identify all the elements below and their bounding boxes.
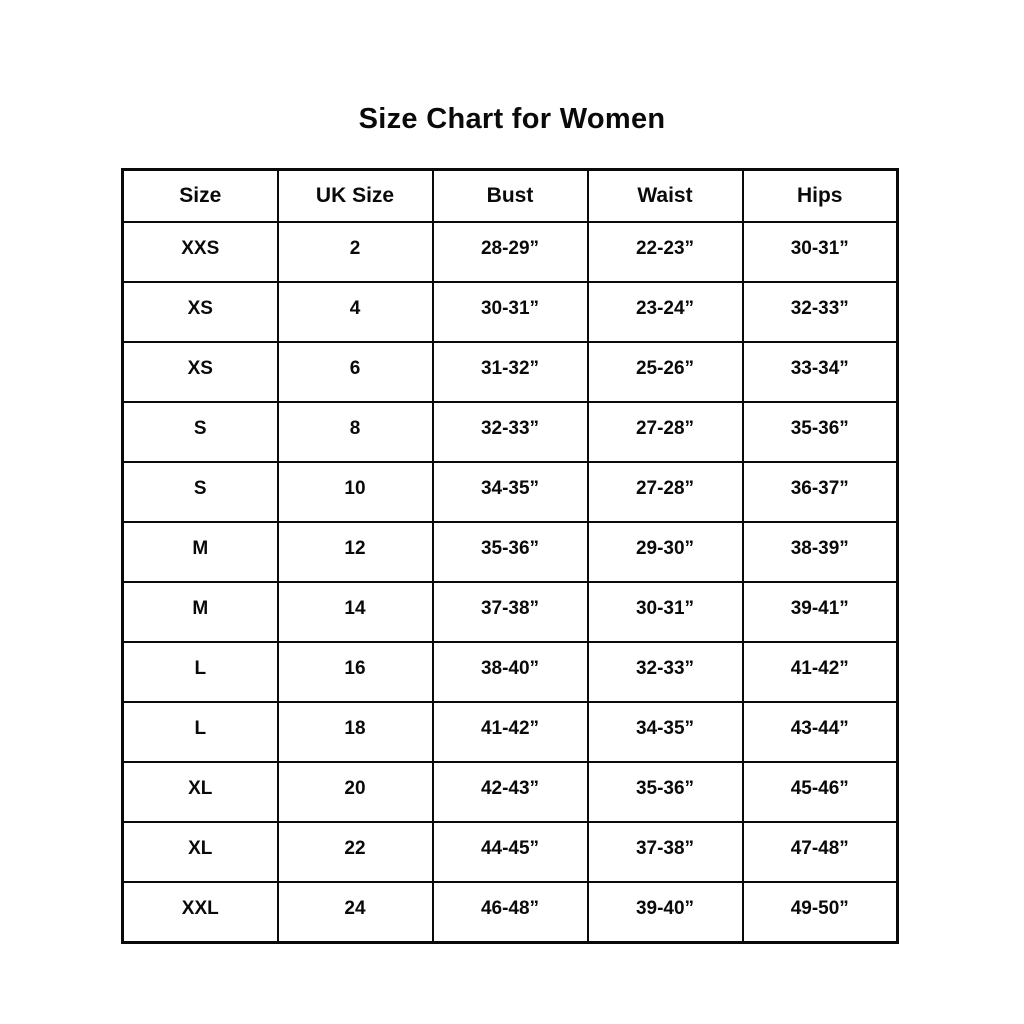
table-row: S 8 32-33” 27-28” 35-36” <box>121 401 899 463</box>
table-row: XXS 2 28-29” 22-23” 30-31” <box>121 221 899 283</box>
cell-hips: 32-33” <box>741 281 899 343</box>
cell-hips: 39-41” <box>741 581 899 643</box>
cell-waist: 25-26” <box>586 341 744 403</box>
cell-uk-size: 8 <box>276 401 434 463</box>
cell-hips: 30-31” <box>741 221 899 283</box>
table-body: XXS 2 28-29” 22-23” 30-31” XS 4 30-31” 23-24” 32-… <box>121 221 899 944</box>
cell-uk-size: 20 <box>276 761 434 823</box>
header-cell-bust: Bust <box>431 168 589 223</box>
table-row: S 10 34-35” 27-28” 36-37” <box>121 461 899 523</box>
cell-waist: 35-36” <box>586 761 744 823</box>
table-row: L 18 41-42” 34-35” 43-44” <box>121 701 899 763</box>
cell-size: S <box>121 461 279 523</box>
cell-uk-size: 22 <box>276 821 434 883</box>
cell-bust: 42-43” <box>431 761 589 823</box>
cell-uk-size: 2 <box>276 221 434 283</box>
cell-hips: 47-48” <box>741 821 899 883</box>
cell-hips: 43-44” <box>741 701 899 763</box>
cell-bust: 34-35” <box>431 461 589 523</box>
cell-uk-size: 18 <box>276 701 434 763</box>
cell-bust: 31-32” <box>431 341 589 403</box>
cell-bust: 30-31” <box>431 281 589 343</box>
table-row: M 14 37-38” 30-31” 39-41” <box>121 581 899 643</box>
cell-bust: 37-38” <box>431 581 589 643</box>
cell-waist: 32-33” <box>586 641 744 703</box>
header-cell-hips: Hips <box>741 168 899 223</box>
cell-waist: 22-23” <box>586 221 744 283</box>
cell-waist: 27-28” <box>586 461 744 523</box>
cell-waist: 27-28” <box>586 401 744 463</box>
cell-bust: 41-42” <box>431 701 589 763</box>
table-row: XL 22 44-45” 37-38” 47-48” <box>121 821 899 883</box>
size-chart-table: Size UK Size Bust Waist Hips XXS 2 28-29” 2… <box>121 168 899 944</box>
table-row: XS 6 31-32” 25-26” 33-34” <box>121 341 899 403</box>
cell-uk-size: 10 <box>276 461 434 523</box>
cell-uk-size: 24 <box>276 881 434 944</box>
cell-hips: 36-37” <box>741 461 899 523</box>
cell-hips: 35-36” <box>741 401 899 463</box>
table-row: XXL 24 46-48” 39-40” 49-50” <box>121 881 899 944</box>
header-cell-size: Size <box>121 168 279 223</box>
cell-size: M <box>121 521 279 583</box>
cell-bust: 46-48” <box>431 881 589 944</box>
cell-size: S <box>121 401 279 463</box>
cell-uk-size: 6 <box>276 341 434 403</box>
header-row: Size UK Size Bust Waist Hips <box>121 168 899 223</box>
table-row: L 16 38-40” 32-33” 41-42” <box>121 641 899 703</box>
header-cell-uk-size: UK Size <box>276 168 434 223</box>
cell-size: XL <box>121 761 279 823</box>
table-row: XL 20 42-43” 35-36” 45-46” <box>121 761 899 823</box>
cell-uk-size: 4 <box>276 281 434 343</box>
cell-hips: 38-39” <box>741 521 899 583</box>
cell-waist: 29-30” <box>586 521 744 583</box>
cell-hips: 41-42” <box>741 641 899 703</box>
cell-size: XXL <box>121 881 279 944</box>
cell-size: XXS <box>121 221 279 283</box>
cell-size: L <box>121 641 279 703</box>
cell-size: XS <box>121 341 279 403</box>
cell-size: L <box>121 701 279 763</box>
cell-waist: 37-38” <box>586 821 744 883</box>
cell-waist: 30-31” <box>586 581 744 643</box>
cell-size: XS <box>121 281 279 343</box>
cell-size: M <box>121 581 279 643</box>
cell-waist: 34-35” <box>586 701 744 763</box>
page-title: Size Chart for Women <box>358 103 666 135</box>
cell-uk-size: 14 <box>276 581 434 643</box>
cell-hips: 33-34” <box>741 341 899 403</box>
cell-bust: 38-40” <box>431 641 589 703</box>
cell-uk-size: 16 <box>276 641 434 703</box>
cell-bust: 28-29” <box>431 221 589 283</box>
cell-waist: 39-40” <box>586 881 744 944</box>
cell-hips: 49-50” <box>741 881 899 944</box>
cell-hips: 45-46” <box>741 761 899 823</box>
cell-bust: 32-33” <box>431 401 589 463</box>
cell-uk-size: 12 <box>276 521 434 583</box>
table-header: Size UK Size Bust Waist Hips <box>121 168 899 223</box>
cell-bust: 35-36” <box>431 521 589 583</box>
table-row: XS 4 30-31” 23-24” 32-33” <box>121 281 899 343</box>
cell-waist: 23-24” <box>586 281 744 343</box>
table-row: M 12 35-36” 29-30” 38-39” <box>121 521 899 583</box>
header-cell-waist: Waist <box>586 168 744 223</box>
cell-size: XL <box>121 821 279 883</box>
cell-bust: 44-45” <box>431 821 589 883</box>
